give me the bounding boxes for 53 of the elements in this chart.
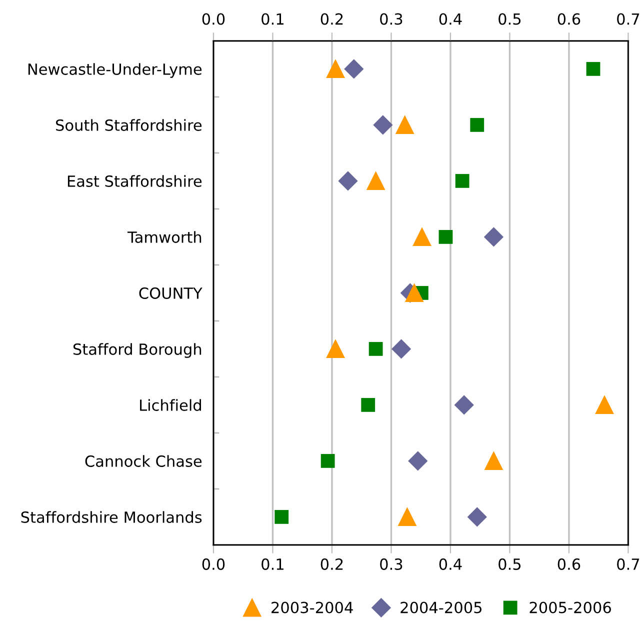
point	[396, 116, 414, 134]
point	[392, 339, 411, 358]
point	[468, 507, 487, 526]
y-tick-label: Newcastle-Under-Lyme	[28, 63, 202, 78]
y-tick-label: COUNTY	[139, 287, 202, 299]
x-tick-label: 0.0	[202, 558, 225, 570]
point	[368, 342, 383, 356]
legend-label: 2005-2006	[530, 602, 611, 614]
x2-tick-label: 0.6	[558, 13, 580, 25]
point	[484, 452, 503, 470]
x-tick-label: 0.1	[262, 558, 284, 570]
x2-tick-label: 0.3	[380, 13, 402, 25]
point	[484, 227, 504, 246]
y-tick-label: Tamworth	[127, 231, 202, 243]
point	[344, 59, 364, 78]
point	[326, 340, 345, 358]
point	[470, 118, 484, 132]
x-tick-label: 0.7	[617, 558, 640, 570]
x2-tick-label: 0.4	[439, 13, 462, 25]
point	[595, 396, 614, 414]
x2-tick-label: 0.5	[498, 13, 521, 25]
point	[413, 228, 432, 246]
legend-label: 2003-2004	[272, 602, 353, 614]
y-tick-label: Stafford Borough	[73, 343, 202, 358]
y-tick-label: Cannock Chase	[85, 455, 202, 467]
point	[455, 174, 470, 188]
point	[338, 171, 358, 190]
point	[405, 284, 424, 302]
y-tick-label: South Staffordshire	[56, 119, 202, 131]
point	[586, 62, 600, 76]
x-tick-label: 0.6	[558, 558, 580, 570]
x2-tick-label: 0.2	[320, 13, 343, 25]
x2-tick-label: 0.0	[202, 13, 225, 25]
point	[320, 454, 335, 468]
x-tick-label: 0.5	[498, 558, 521, 570]
point	[366, 172, 385, 190]
point	[373, 115, 392, 134]
x2-tick-label: 0.7	[617, 13, 640, 25]
point	[438, 230, 453, 244]
y-tick-label: East Staffordshire	[68, 175, 202, 187]
point	[398, 508, 416, 526]
x-tick-label: 0.2	[320, 558, 343, 570]
y-tick-label: Staffordshire Moorlands	[21, 511, 202, 523]
legend-label: 2004-2005	[400, 602, 482, 614]
point	[274, 510, 289, 524]
y-tick-label: Lichfield	[140, 399, 201, 411]
point	[408, 451, 428, 470]
point	[454, 395, 474, 414]
x2-tick-label: 0.1	[262, 13, 284, 25]
x-tick-label: 0.4	[439, 558, 462, 570]
point	[361, 398, 376, 412]
point	[326, 60, 345, 78]
x-tick-label: 0.3	[380, 558, 402, 570]
